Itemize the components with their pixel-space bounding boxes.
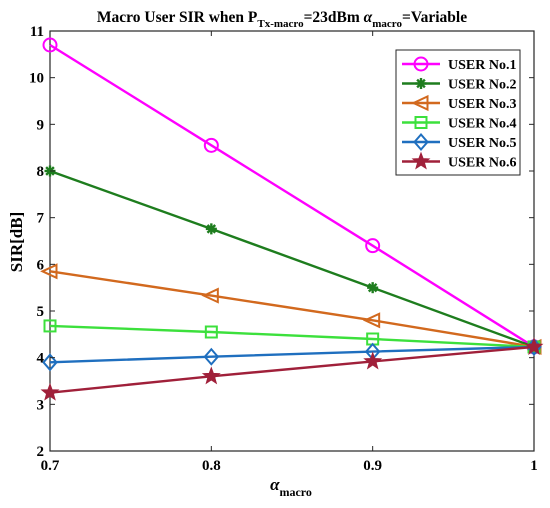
series-line — [49, 43, 535, 348]
data-point — [362, 312, 381, 329]
legend-label: USER No.1 — [448, 58, 516, 73]
y-tick-label: 4 — [37, 351, 45, 367]
y-tick-label: 5 — [37, 304, 45, 320]
legend-marker — [414, 116, 428, 129]
y-axis-label: SIR[dB] — [7, 212, 26, 272]
data-point — [42, 353, 58, 372]
data-point — [524, 336, 544, 355]
data-point — [201, 366, 221, 385]
legend-item: USER No.5 — [402, 132, 516, 152]
series-line — [49, 345, 535, 394]
legend-marker — [411, 94, 429, 112]
series-line — [49, 270, 535, 349]
data-point — [365, 238, 381, 254]
data-point — [201, 287, 219, 304]
data-point — [43, 319, 57, 333]
series-line — [49, 345, 535, 364]
legend-item: USER No.2 — [402, 78, 516, 93]
legend-item: USER No.3 — [402, 94, 516, 112]
y-tick-label: 11 — [30, 24, 44, 40]
legend-marker — [415, 77, 427, 90]
legend-label: USER No.4 — [448, 117, 516, 132]
legend-item: USER No.1 — [402, 56, 516, 73]
series-line — [49, 169, 535, 349]
axis-ticks: 2 3 4 5 6 7 8 9 10 11 0.7 0.8 0.9 1 — [29, 24, 538, 474]
legend-label: USER No.2 — [448, 78, 516, 93]
data-point — [42, 37, 58, 53]
x-tick-label: 0.8 — [202, 458, 221, 474]
y-tick-label: 10 — [29, 71, 44, 87]
x-tick-label: 0.7 — [41, 458, 60, 474]
series-group — [40, 37, 544, 401]
legend-box — [395, 49, 521, 176]
chart-title: Macro User SIR when PTx-macro=23dBm αmac… — [97, 9, 467, 30]
legend-marker — [411, 151, 431, 170]
x-axis-label: αmacro — [270, 475, 312, 499]
series-6 — [40, 336, 544, 401]
legend: USER No.1 USER No.2 USER No.3 USER No.4 USER… — [395, 49, 521, 176]
data-point — [367, 282, 379, 294]
legend-label: USER No.5 — [448, 136, 516, 151]
data-point — [40, 382, 60, 401]
legend-label: USER No.3 — [448, 97, 516, 112]
x-tick-label: 0.9 — [363, 458, 382, 474]
legend-item: USER No.6 — [402, 151, 516, 171]
data-point — [203, 137, 219, 153]
y-tick-label: 2 — [37, 444, 45, 460]
legend-marker — [413, 56, 429, 72]
y-tick-label: 3 — [37, 397, 45, 413]
data-point — [203, 347, 220, 366]
legend-item: USER No.4 — [402, 116, 516, 132]
data-point — [40, 263, 58, 280]
data-point — [204, 325, 218, 339]
y-tick-label: 6 — [37, 257, 45, 273]
legend-label: USER No.6 — [448, 156, 516, 171]
series-line — [49, 324, 535, 349]
legend-marker — [413, 132, 429, 152]
x-tick-label: 1 — [530, 458, 538, 474]
data-point — [205, 223, 217, 235]
y-tick-label: 7 — [37, 211, 45, 227]
y-tick-label: 8 — [37, 164, 45, 180]
y-tick-label: 9 — [37, 117, 45, 133]
data-point — [363, 351, 383, 370]
